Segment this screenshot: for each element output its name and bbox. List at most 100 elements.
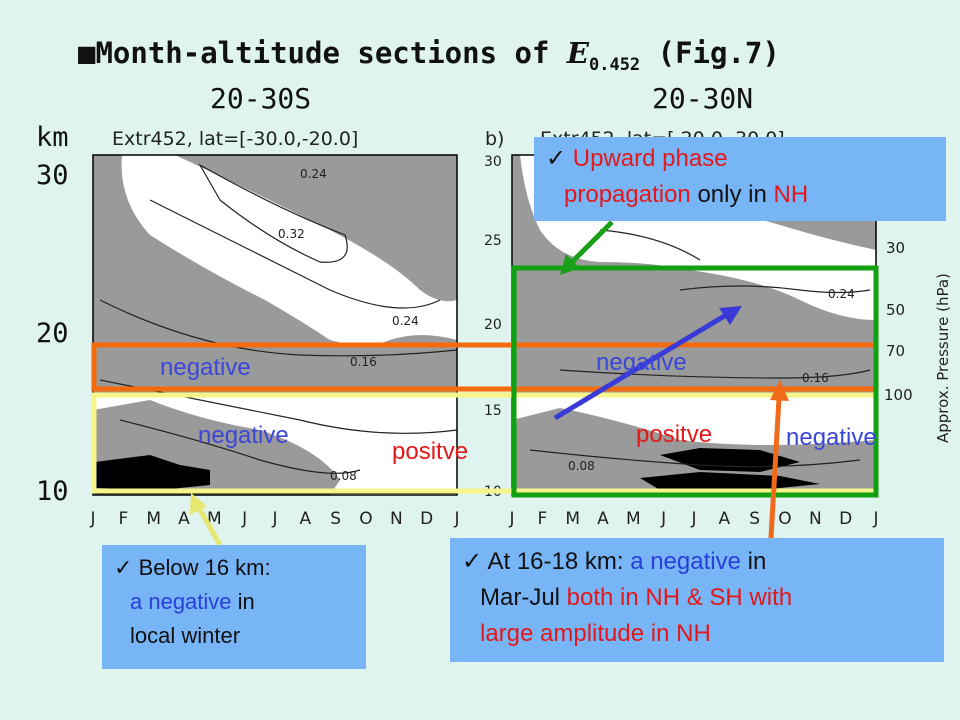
- y-axis-unit: km: [36, 122, 69, 153]
- check-icon: ✓: [114, 555, 133, 580]
- left-month-tick: D: [420, 509, 433, 529]
- left-panel-header: Extr452, lat=[-30.0,-20.0]: [112, 128, 358, 150]
- callout-mid-text1a: At 16-18 km:: [487, 548, 631, 575]
- left-month-tick: M: [146, 509, 161, 529]
- right-month-tick: J: [660, 509, 666, 529]
- left-panel: Extr452, lat=[-30.0,-20.0] 0.24 0.32 0.2…: [89, 128, 459, 529]
- callout-below-text1: Below 16 km:: [138, 555, 271, 580]
- right-ptick-100: 100: [884, 386, 913, 404]
- callout-below-line3: local winter: [130, 623, 241, 648]
- callout-mid-line2: Mar-Jul both in NH & SH with: [450, 580, 944, 616]
- left-month-tick: J: [241, 509, 247, 529]
- callout-mid-line1: ✓ At 16-18 km: a negative in: [450, 538, 944, 580]
- left-month-tick: J: [271, 509, 277, 529]
- callout-below-line2: a negative in: [102, 585, 366, 619]
- callout-upward-text2b: only in: [690, 181, 774, 208]
- left-month-tick: S: [330, 509, 341, 529]
- right-ytick-20: 20: [484, 317, 502, 333]
- right-month-tick: A: [597, 509, 609, 529]
- blue-propagation-arrow: [553, 306, 742, 421]
- left-month-tick: O: [359, 509, 372, 529]
- right-contour-label-1: 0.24: [828, 287, 855, 301]
- slide-title: ■Month-altitude sections of E0.452 (Fig.…: [78, 36, 780, 75]
- left-contour-label-4: 0.16: [350, 355, 377, 369]
- callout-upward-line2: propagation only in NH: [534, 177, 946, 213]
- right-negative-lower: negative: [786, 424, 877, 451]
- region-label-right: 20-30N: [652, 82, 754, 115]
- left-black-region: [95, 455, 210, 490]
- callout-below-text2: a negative: [130, 589, 232, 614]
- callout-mid-text1b: a negative: [630, 548, 741, 575]
- right-positive: positve: [636, 421, 713, 448]
- green-highlight-box: [511, 265, 879, 498]
- left-shade-lower: [93, 155, 457, 395]
- callout-upward-line1: ✓ Upward phase: [534, 137, 946, 177]
- right-month-tick: J: [872, 509, 878, 529]
- right-contour-label-3: 0.08: [568, 459, 595, 473]
- title-prefix: Month-altitude sections of: [95, 36, 567, 70]
- left-month-tick: J: [89, 509, 95, 529]
- y-tick-20: 20: [36, 318, 69, 349]
- left-panel-frame: [92, 154, 458, 496]
- right-panel-header-prefix: b): [485, 128, 504, 150]
- title-subscript: 0.452: [588, 54, 641, 75]
- right-ptick-70: 70: [886, 342, 905, 360]
- right-ytick-25: 25: [484, 233, 502, 249]
- left-month-tick: A: [178, 509, 190, 529]
- callout-upward-phase: ✓ Upward phase propagation only in NH: [534, 137, 946, 221]
- right-contour-label-2: 0.16: [802, 371, 829, 385]
- right-negative-upper: negative: [596, 349, 687, 376]
- left-contour-label-5: 0.08: [330, 469, 357, 483]
- right-month-tick: F: [537, 509, 547, 529]
- right-month-tick: J: [508, 509, 514, 529]
- yellow-callout-arrow: [190, 493, 223, 547]
- right-ytick-30: 30: [484, 154, 502, 170]
- right-month-tick: M: [565, 509, 580, 529]
- left-month-tick: J: [453, 509, 459, 529]
- right-ptick-30: 30: [886, 239, 905, 257]
- y-tick-10: 10: [36, 476, 69, 507]
- left-shade-upper: [175, 155, 457, 302]
- check-icon: ✓: [462, 548, 483, 575]
- region-label-left: 20-30S: [210, 82, 312, 115]
- callout-mid-line3: large amplitude in NH: [480, 620, 711, 647]
- left-contour-label-3: 0.24: [392, 314, 419, 328]
- green-callout-arrow: [560, 220, 614, 275]
- orange-callout-arrow: [768, 380, 789, 539]
- right-ytick-15: 15: [484, 403, 502, 419]
- right-month-tick: M: [626, 509, 641, 529]
- callout-mid-text2b: both in NH & SH with: [566, 584, 793, 611]
- left-negative-lower: negative: [198, 422, 289, 449]
- callout-below-line1: ✓ Below 16 km:: [102, 545, 366, 585]
- callout-below-text2b: in: [231, 589, 255, 614]
- callout-upward-text2c: NH: [773, 181, 809, 208]
- left-contour-label-1: 0.24: [300, 167, 327, 181]
- left-positive: positve: [392, 438, 469, 465]
- left-contours: [99, 163, 458, 474]
- left-month-tick: N: [390, 509, 403, 529]
- check-icon: ✓: [546, 145, 567, 172]
- title-symbol: E: [566, 36, 589, 70]
- right-contours: [529, 229, 871, 468]
- pressure-axis-label: Approx. Pressure (hPa): [934, 273, 952, 443]
- left-contour-label-2: 0.32: [278, 227, 305, 241]
- left-month-tick: A: [300, 509, 312, 529]
- right-month-tick: J: [690, 509, 696, 529]
- left-month-tick: F: [118, 509, 128, 529]
- y-tick-30: 30: [36, 160, 69, 191]
- right-month-tick: D: [839, 509, 852, 529]
- right-month-tick: A: [719, 509, 731, 529]
- callout-below-16km: ✓ Below 16 km: a negative in local winte…: [102, 545, 366, 669]
- title-suffix: (Fig.7): [640, 36, 780, 70]
- left-negative-upper: negative: [160, 354, 251, 381]
- right-month-tick: N: [809, 509, 822, 529]
- callout-upward-text2a: propagation: [564, 181, 691, 208]
- right-month-tick: O: [778, 509, 791, 529]
- right-shade-main: [512, 155, 876, 395]
- callout-upward-text1: Upward phase: [572, 145, 728, 172]
- title-bullet: ■: [78, 36, 96, 70]
- callout-mid-text1c: in: [740, 548, 767, 575]
